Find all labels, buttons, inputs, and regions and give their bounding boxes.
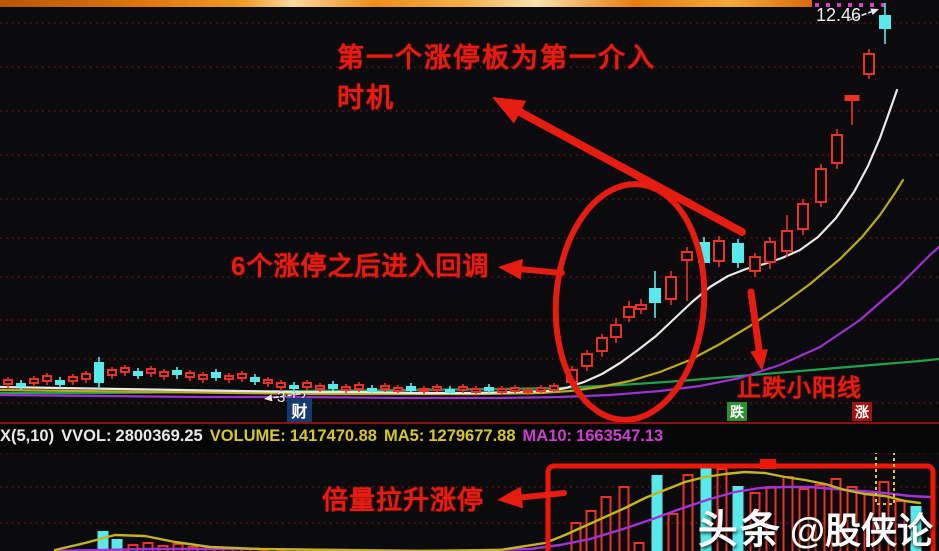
watermark-handle: @股侠论: [789, 510, 933, 551]
ma10-value: 1663547.13: [576, 427, 664, 445]
ma5-value: 1279677.88: [428, 427, 516, 445]
ma5-label: MA5:: [384, 427, 425, 445]
annotation-entry-point-line2: 时机: [337, 83, 395, 113]
volume-pane: [53, 451, 936, 551]
watermark-brand: 头条: [697, 508, 782, 551]
annotation-pullback: 6个涨停之后进入回调: [231, 251, 490, 281]
ma10-label: MA10:: [522, 427, 573, 445]
watermark: 头条 @股侠论: [698, 497, 933, 551]
volume-value: 1417470.88: [289, 427, 377, 445]
highlight-ellipse: [552, 181, 708, 423]
moving-average-lines: [0, 88, 939, 400]
annotation-volume-surge: 倍量拉升涨停: [322, 485, 485, 515]
volume-label: VOLUME:: [209, 427, 286, 445]
rise-badge-button[interactable]: 涨: [852, 402, 872, 421]
vvol-label: VVOL:: [61, 427, 112, 445]
decorative-flame-strip: [0, 0, 812, 7]
gridlines: [0, 22, 939, 524]
annotation-shapes: [264, 8, 879, 509]
annotation-stop-fall: 止跌小阳线: [737, 375, 862, 402]
annotation-entry-point-line1: 第一个涨停板为第一介入: [337, 43, 656, 73]
indicator-name[interactable]: X(5,10): [0, 427, 55, 445]
indicator-status-bar: X(5,10) VVOL: 2800369.25 VOLUME: 1417470.88 M…: [0, 422, 939, 453]
cai-logo-badge: 财: [287, 398, 312, 422]
vvol-value: 2800369.25: [115, 427, 203, 445]
last-price-label: 12.46: [816, 5, 862, 25]
volume-highlight-box: [545, 463, 936, 551]
fall-badge-button[interactable]: 跌: [727, 402, 747, 421]
